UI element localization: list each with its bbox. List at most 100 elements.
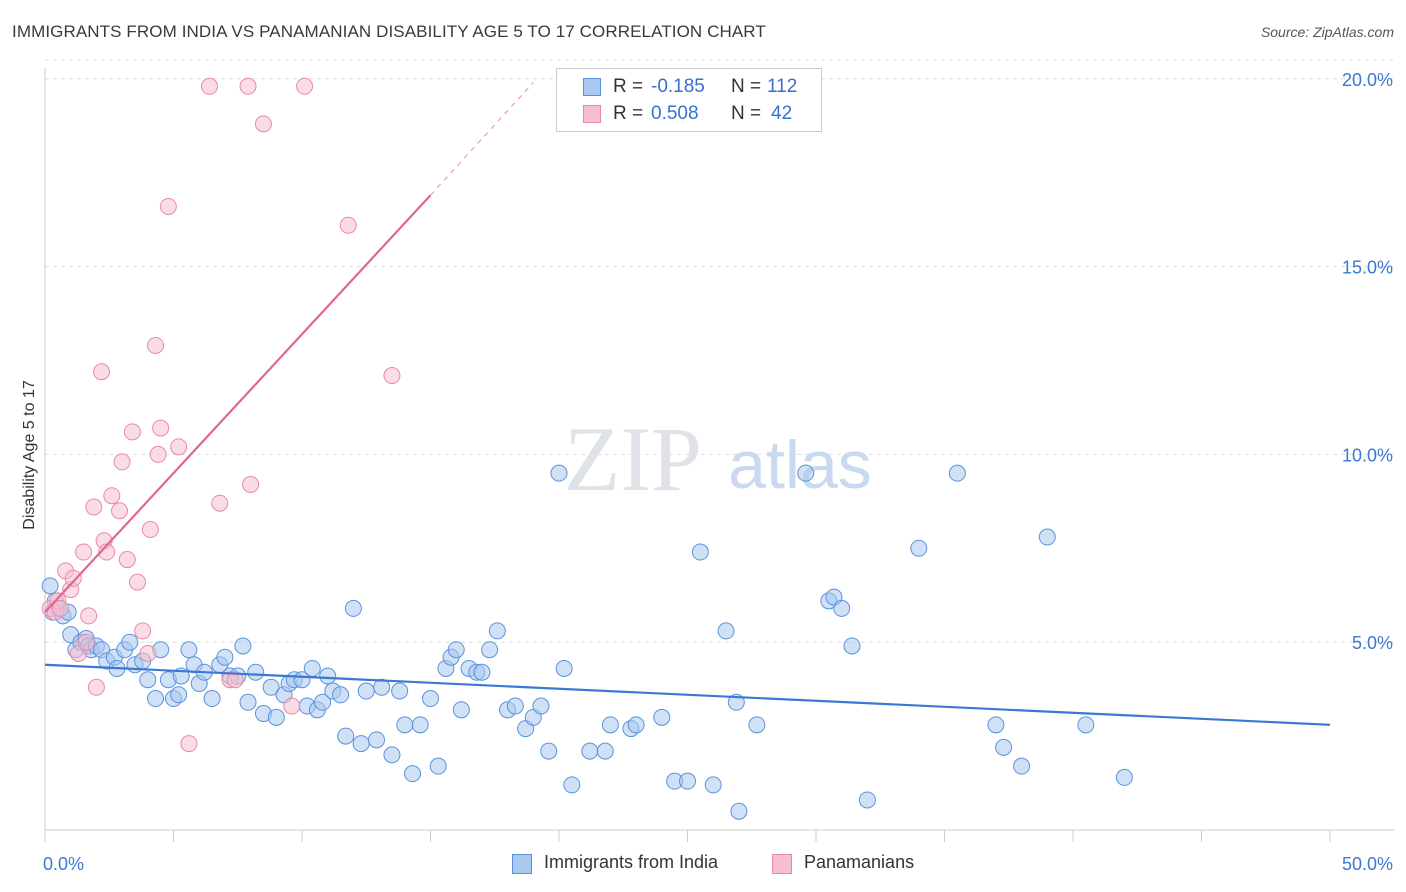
correlation-legend: R = -0.185 N = 112 R = 0.508 N = 42 — [556, 68, 822, 132]
data-point-india — [147, 690, 165, 708]
data-point-india — [422, 690, 439, 708]
data-point-india — [203, 690, 221, 708]
legend-swatch-blue — [583, 78, 601, 96]
data-point-panamanian — [113, 453, 131, 471]
y-axis-label: Disability Age 5 to 17 — [21, 380, 38, 530]
data-point-panamanian — [103, 487, 121, 505]
series-panamanians — [41, 77, 401, 753]
data-point-panamanian — [80, 607, 98, 625]
data-point-panamanian — [134, 622, 152, 640]
legend-n-value: 112 — [767, 76, 798, 97]
x-tick-label: 0.0% — [43, 854, 84, 874]
data-point-india — [352, 735, 370, 753]
data-point-panamanian — [51, 599, 69, 617]
data-point-panamanian — [75, 543, 93, 561]
data-point-india — [1115, 768, 1133, 786]
legend-n-label: N = — [731, 103, 762, 124]
data-point-india — [262, 678, 280, 696]
data-point-india — [627, 716, 645, 734]
y-tick-label: 5.0% — [1352, 633, 1393, 653]
data-point-panamanian — [85, 498, 103, 516]
data-point-india — [139, 671, 157, 689]
legend-swatch-blue — [512, 854, 532, 874]
x-tick-label: 50.0% — [1342, 854, 1393, 874]
data-point-india — [41, 577, 59, 595]
trend-lines — [44, 82, 1331, 726]
data-point-panamanian — [283, 697, 301, 715]
legend-swatch-pink — [583, 105, 601, 123]
data-point-india — [748, 716, 766, 734]
data-point-india — [267, 708, 285, 726]
data-point-india — [653, 708, 671, 726]
data-point-india — [948, 464, 966, 482]
data-point-panamanian — [239, 77, 257, 95]
data-point-india — [488, 622, 506, 640]
grid-lines — [45, 59, 1395, 643]
tick-labels: 5.0% 10.0% 15.0% 20.0% 0.0% 50.0% — [43, 70, 1393, 874]
data-point-panamanian — [123, 423, 141, 441]
data-point-panamanian — [339, 216, 357, 234]
data-point-india — [429, 757, 447, 775]
data-point-panamanian — [180, 735, 198, 753]
data-point-panamanian — [93, 363, 111, 381]
data-point-india — [452, 701, 470, 719]
legend-n-label: N = — [731, 76, 762, 97]
data-point-india — [314, 693, 332, 711]
data-point-india — [411, 716, 429, 734]
data-point-panamanian — [152, 419, 170, 437]
data-point-india — [344, 599, 362, 617]
legend-r-value: 0.508 — [651, 103, 699, 124]
data-point-india — [581, 742, 599, 760]
legend-n-value: 42 — [771, 103, 793, 124]
data-point-india — [596, 742, 614, 760]
data-point-india — [473, 663, 491, 681]
data-point-india — [679, 772, 696, 790]
legend-r-value: -0.185 — [651, 76, 705, 97]
data-point-india — [121, 633, 139, 651]
data-point-india — [910, 539, 928, 557]
data-point-india — [555, 659, 573, 677]
data-point-panamanian — [170, 438, 188, 456]
data-point-india — [506, 697, 524, 715]
data-point-panamanian — [129, 573, 147, 591]
data-point-india — [797, 464, 815, 482]
data-point-india — [1077, 716, 1095, 734]
data-point-india — [1038, 528, 1056, 546]
data-point-india — [691, 543, 709, 561]
data-point-india — [563, 776, 581, 794]
data-point-india — [247, 663, 265, 681]
watermark-atlas: atlas — [728, 427, 872, 503]
data-point-india — [216, 648, 234, 666]
data-point-india — [995, 738, 1013, 756]
legend-r-label: R = — [613, 76, 644, 97]
trend-line-india — [44, 663, 1331, 726]
data-point-panamanian — [118, 551, 136, 569]
axes — [44, 68, 1395, 842]
data-point-panamanian — [111, 502, 129, 520]
data-point-india — [601, 716, 619, 734]
data-point-panamanian — [147, 336, 165, 354]
data-point-india — [303, 659, 321, 677]
data-point-india — [833, 599, 851, 617]
data-point-india — [396, 716, 414, 734]
y-tick-label: 10.0% — [1342, 445, 1393, 465]
data-point-india — [540, 742, 558, 760]
data-point-india — [373, 678, 391, 696]
trend-line-panamanians-extension — [430, 82, 534, 196]
data-point-panamanian — [296, 77, 314, 95]
data-point-panamanian — [149, 445, 167, 463]
data-point-panamanian — [77, 633, 95, 651]
data-point-panamanian — [139, 644, 157, 662]
data-point-india — [447, 641, 465, 659]
data-point-panamanian — [87, 678, 105, 696]
data-point-india — [170, 686, 188, 704]
data-point-india — [234, 637, 252, 655]
data-point-panamanian — [200, 77, 218, 95]
data-point-panamanian — [226, 671, 244, 689]
watermark-zip: ZIP — [564, 408, 702, 510]
data-point-india — [368, 731, 386, 749]
data-point-india — [717, 622, 735, 640]
source-label: Source: ZipAtlas.com — [1260, 24, 1394, 40]
data-point-india — [180, 641, 198, 659]
